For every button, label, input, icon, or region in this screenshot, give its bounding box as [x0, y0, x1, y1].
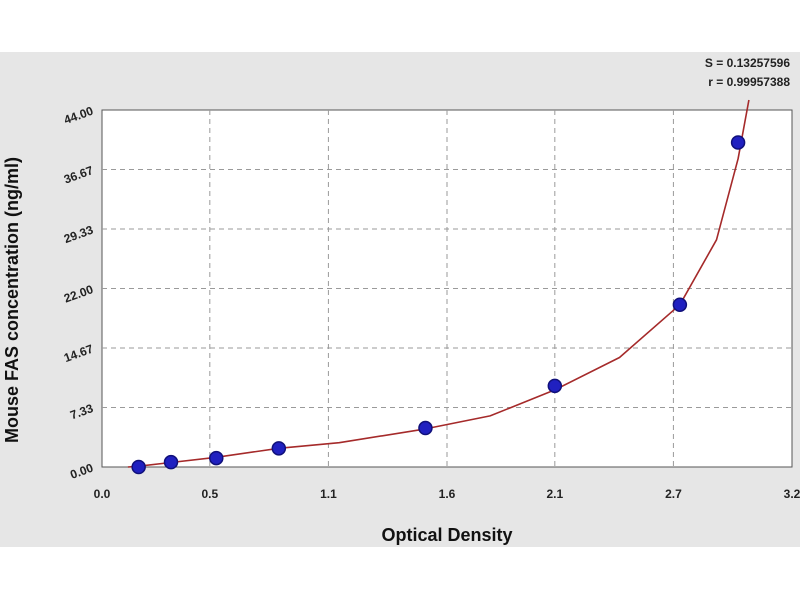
- y-axis-title: Mouse FAS concentration (ng/ml): [2, 157, 22, 443]
- x-tick-labels: 0.0 0.5 1.1 1.6 2.1 2.7 3.2: [94, 487, 800, 501]
- x-tick-label: 0.0: [94, 487, 111, 501]
- x-tick-label: 0.5: [201, 487, 218, 501]
- data-point: [209, 450, 224, 466]
- x-tick-label: 2.7: [665, 487, 682, 501]
- fit-curve-layer: [127, 99, 750, 468]
- data-point: [271, 441, 287, 456]
- x-axis-title: Optical Density: [381, 525, 512, 545]
- x-tick-label: 1.6: [439, 487, 456, 501]
- data-points-layer: [131, 135, 746, 475]
- data-point: [547, 378, 563, 394]
- data-point: [163, 454, 179, 470]
- data-point: [131, 459, 146, 475]
- stat-s-value: S = 0.13257596: [705, 56, 790, 70]
- fit-curve: [127, 99, 750, 468]
- x-tick-label: 3.2: [784, 487, 800, 501]
- data-point: [672, 297, 688, 312]
- x-tick-label: 1.1: [320, 487, 337, 501]
- data-point: [730, 135, 746, 150]
- grid: [102, 110, 792, 467]
- stat-r-value: r = 0.99957388: [708, 75, 790, 89]
- data-point: [418, 420, 433, 436]
- x-tick-label: 2.1: [546, 487, 563, 501]
